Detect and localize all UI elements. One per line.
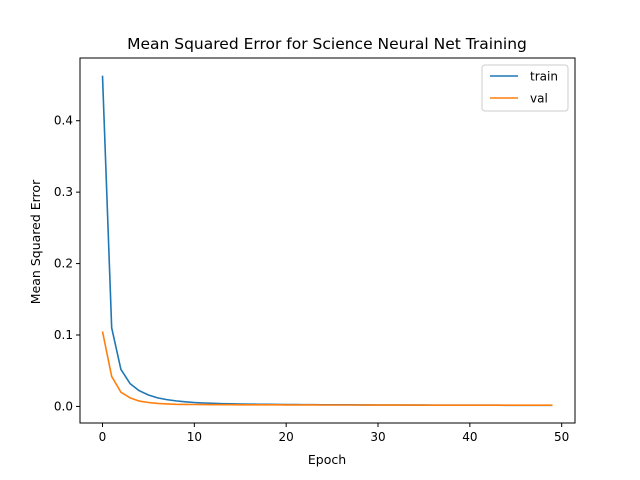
y-axis: 0.0 0.1 0.2 0.3 0.4: [54, 114, 80, 413]
x-tick-label: 0: [99, 430, 107, 444]
x-tick-label: 20: [279, 430, 294, 444]
x-tick-label: 50: [554, 430, 569, 444]
y-tick-label: 0.1: [54, 328, 73, 342]
y-tick-label: 0.3: [54, 185, 73, 199]
x-axis-label: Epoch: [308, 452, 346, 467]
y-tick-label: 0.4: [54, 114, 73, 128]
legend-label-train: train: [530, 70, 558, 84]
x-tick-label: 30: [370, 430, 385, 444]
y-tick-label: 0.2: [54, 257, 73, 271]
y-tick-label: 0.0: [54, 399, 73, 413]
series-layer: [101, 75, 553, 407]
plot-frame: [79, 57, 576, 424]
y-axis-label: Mean Squared Error: [28, 179, 43, 304]
legend-label-val: val: [530, 92, 548, 106]
chart-title: Mean Squared Error for Science Neural Ne…: [127, 35, 527, 53]
legend: train val: [481, 64, 569, 112]
x-axis: 0 10 20 30 40 50: [99, 423, 569, 444]
series-line-val: [101, 331, 553, 407]
x-tick-label: 40: [462, 430, 477, 444]
x-tick-label: 10: [187, 430, 202, 444]
